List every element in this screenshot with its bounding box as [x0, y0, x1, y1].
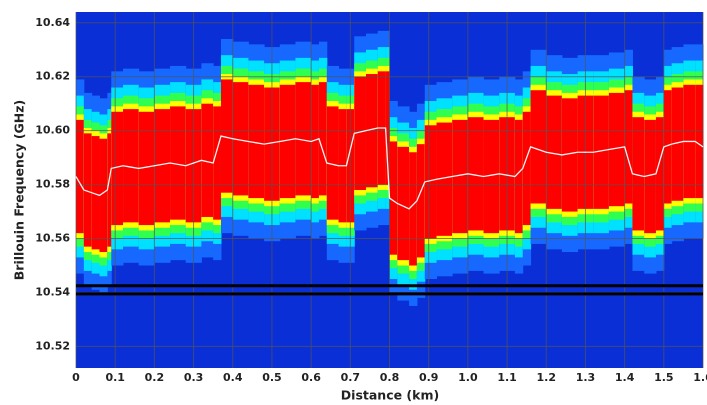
gain-band	[123, 109, 140, 223]
gain-band	[632, 117, 645, 231]
x-tick-label: 0.9	[419, 371, 439, 384]
gain-band	[663, 90, 673, 204]
gain-band	[397, 146, 410, 261]
x-tick-label: 1.4	[615, 371, 635, 384]
gain-band	[83, 133, 93, 247]
x-tick-label: 0.6	[301, 371, 321, 384]
x-tick-label: 1.0	[458, 371, 478, 384]
gain-band	[154, 109, 171, 223]
x-tick-label: 0.7	[341, 371, 361, 384]
gain-band	[424, 125, 438, 239]
x-tick-label: 0.2	[145, 371, 165, 384]
x-tick-label: 0.1	[105, 371, 125, 384]
gain-band	[311, 84, 320, 199]
gain-band	[655, 117, 665, 231]
gain-band	[111, 111, 124, 226]
gain-band	[608, 92, 626, 207]
y-tick-label: 10.64	[35, 16, 70, 29]
gain-band	[170, 106, 187, 220]
gain-band	[452, 119, 469, 234]
x-tick-label: 0.4	[223, 371, 243, 384]
x-tick-label: 1.2	[537, 371, 557, 384]
gain-band	[644, 119, 657, 234]
gain-band	[107, 133, 112, 247]
gain-band	[248, 84, 265, 199]
gain-band	[138, 111, 155, 226]
y-tick-label: 10.52	[35, 339, 70, 352]
gain-band	[593, 95, 610, 209]
y-tick-label: 10.56	[35, 232, 70, 245]
y-tick-label: 10.60	[35, 124, 70, 137]
gain-band	[354, 76, 367, 190]
gain-band	[522, 111, 532, 226]
x-tick-label: 1.1	[497, 371, 517, 384]
gain-band	[514, 119, 524, 234]
x-tick-label: 0.5	[262, 371, 282, 384]
y-tick-label: 10.58	[35, 178, 70, 191]
gain-band	[295, 82, 312, 196]
gain-band	[279, 84, 296, 199]
y-tick-label: 10.54	[35, 285, 70, 298]
y-axis-title: Brillouin Frequency (GHz)	[12, 100, 27, 281]
gain-band	[213, 106, 222, 220]
x-tick-label: 1.3	[576, 371, 596, 384]
gain-band	[416, 144, 426, 258]
gain-band	[467, 117, 485, 231]
gain-band	[318, 82, 328, 196]
gain-band	[91, 136, 101, 250]
gain-band	[671, 87, 684, 201]
x-tick-label: 0.8	[380, 371, 400, 384]
gain-band	[389, 141, 398, 255]
gain-band	[76, 119, 85, 234]
peak-line	[75, 127, 704, 210]
gain-band	[409, 152, 418, 266]
gain-band	[220, 79, 234, 193]
x-tick-label: 0.3	[184, 371, 204, 384]
gain-band	[326, 106, 340, 220]
gain-band	[530, 90, 547, 204]
gain-band	[201, 103, 214, 217]
gain-band	[624, 90, 633, 204]
x-axis-title: Distance (km)	[341, 388, 439, 403]
x-tick-label: 1.5	[654, 371, 674, 384]
y-tick-label: 10.62	[35, 70, 70, 83]
gain-band	[99, 138, 108, 253]
gain-band	[546, 95, 563, 209]
x-tick-label: 1.6	[693, 371, 707, 384]
gain-band	[561, 98, 579, 212]
gain-band	[232, 82, 249, 196]
gain-band	[483, 119, 500, 234]
x-tick-label: 0	[72, 371, 80, 384]
gain-band	[385, 71, 390, 185]
gain-band	[436, 122, 453, 236]
gain-band	[695, 84, 704, 199]
